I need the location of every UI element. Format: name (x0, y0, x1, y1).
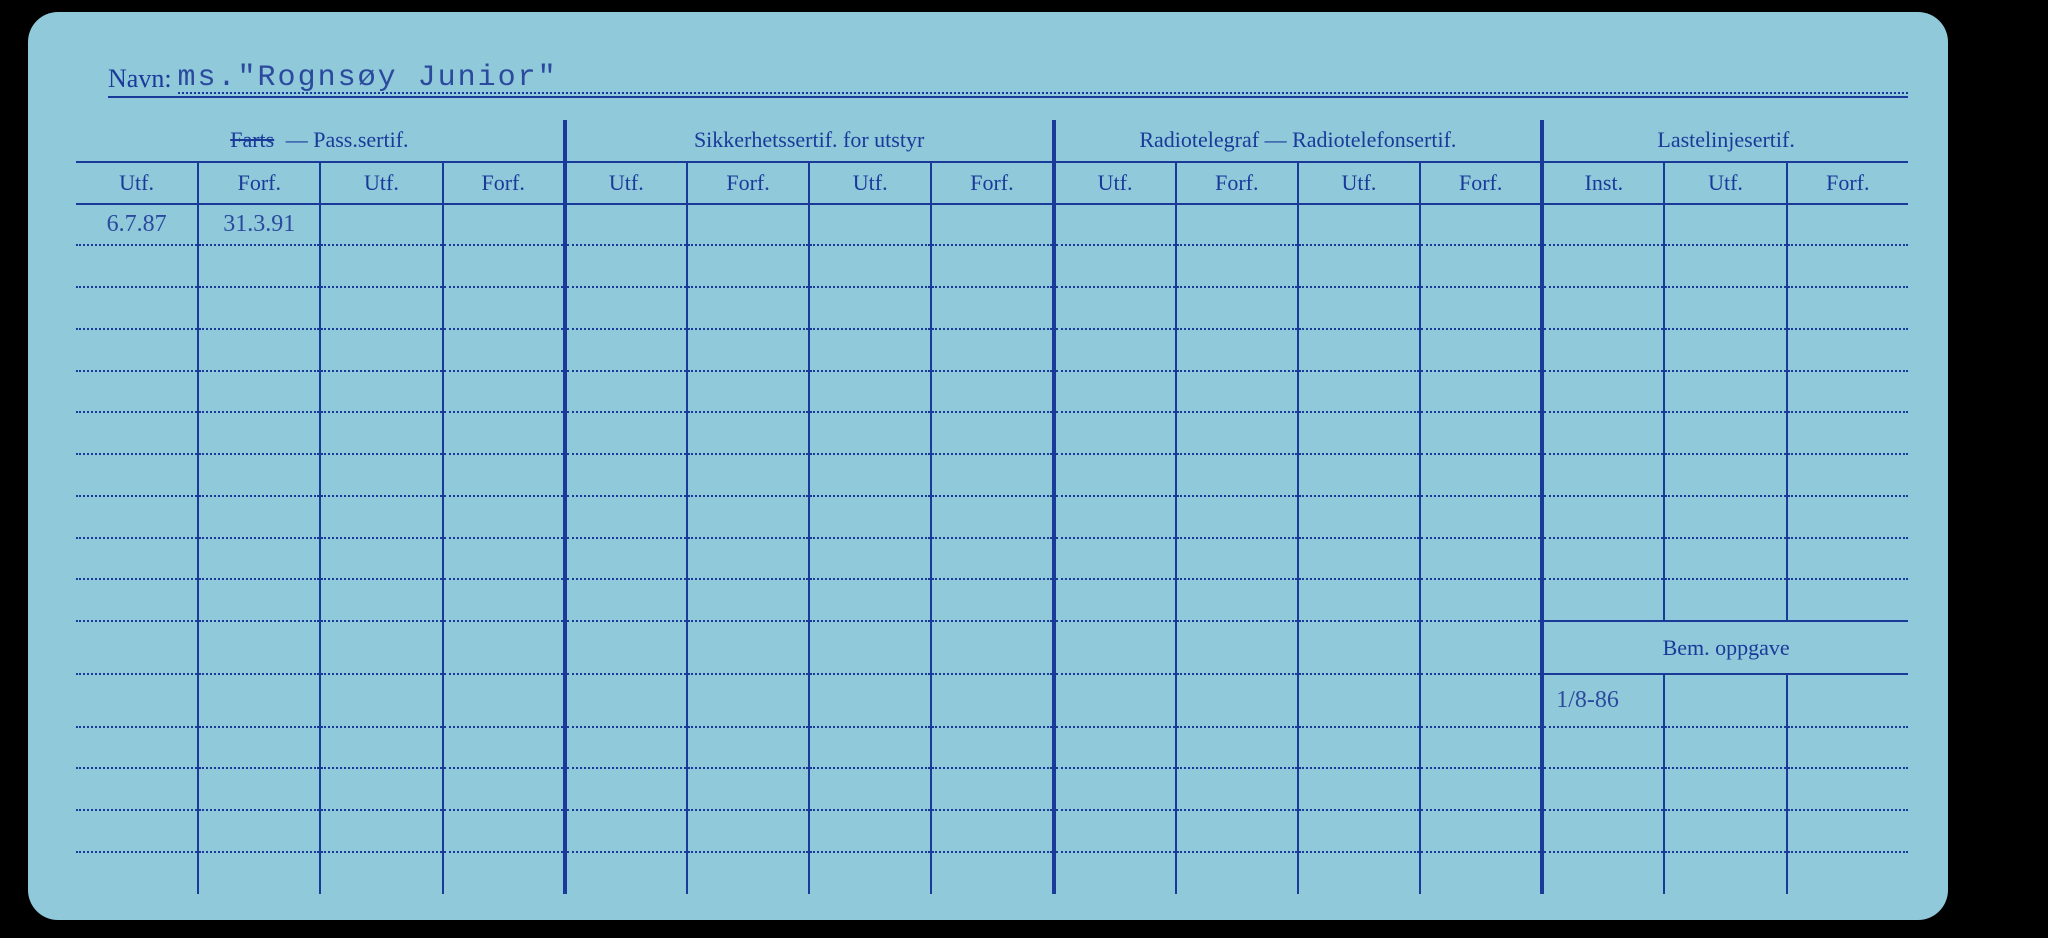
navn-label: Navn: (108, 64, 172, 94)
table-row: Bem. oppgave (76, 621, 1908, 674)
binder-hole (1998, 99, 2044, 145)
col-utf: Utf. (1054, 162, 1176, 204)
cell (809, 204, 931, 246)
table-row (76, 579, 1908, 621)
cell: 31.3.91 (198, 204, 320, 246)
col-utf: Utf. (320, 162, 442, 204)
col-utf: Utf. (1298, 162, 1420, 204)
binder-hole (1998, 515, 2044, 561)
col-utf: Utf. (565, 162, 687, 204)
cell (687, 204, 809, 246)
cell (565, 204, 687, 246)
section-farts: Farts — Pass.sertif. (76, 120, 565, 162)
table-row (76, 496, 1908, 538)
binder-hole (1998, 654, 2044, 700)
section-sikkerhet: Sikkerhetssertif. for utstyr (565, 120, 1054, 162)
section-header-row: Farts — Pass.sertif. Sikkerhetssertif. f… (76, 120, 1908, 162)
binder-hole (1998, 30, 2044, 76)
table-row: 1/8-86 (76, 674, 1908, 727)
col-forf: Forf. (687, 162, 809, 204)
table-row (76, 371, 1908, 413)
binder-hole (1998, 862, 2044, 908)
col-inst: Inst. (1542, 162, 1664, 204)
bem-value: 1/8-86 (1542, 674, 1664, 727)
table-row (76, 329, 1908, 371)
col-forf: Forf. (1787, 162, 1908, 204)
binder-hole (1998, 377, 2044, 423)
table-row (76, 810, 1908, 852)
cell (1542, 204, 1664, 246)
table-row (76, 287, 1908, 329)
cert-table: Farts — Pass.sertif. Sikkerhetssertif. f… (76, 120, 1908, 894)
binder-hole (1998, 793, 2044, 839)
binder-hole (1998, 723, 2044, 769)
cell (1298, 204, 1420, 246)
farts-struck: Farts (230, 127, 274, 152)
section-laste: Lastelinjesertif. (1542, 120, 1908, 162)
navn-value: ms."Rognsøy Junior" (178, 64, 1908, 94)
binder-hole (1998, 238, 2044, 284)
table-row (76, 245, 1908, 287)
cell (443, 204, 565, 246)
binder-hole (1998, 307, 2044, 353)
cell: 6.7.87 (76, 204, 198, 246)
table-row (76, 852, 1908, 894)
cell (1420, 204, 1542, 246)
index-card: Navn: ms."Rognsøy Junior" Farts — Pass.s… (28, 12, 1948, 920)
table-grid: Farts — Pass.sertif. Sikkerhetssertif. f… (76, 120, 1908, 894)
column-header-row: Utf. Forf. Utf. Forf. Utf. Forf. Utf. Fo… (76, 162, 1908, 204)
binder-holes (1988, 0, 2048, 938)
cell (1787, 204, 1908, 246)
farts-rest: — Pass.sertif. (280, 127, 408, 152)
col-utf: Utf. (1664, 162, 1786, 204)
col-forf: Forf. (931, 162, 1053, 204)
table-row (76, 538, 1908, 580)
cell (320, 204, 442, 246)
table-row (76, 412, 1908, 454)
col-forf: Forf. (1176, 162, 1298, 204)
binder-hole (1998, 585, 2044, 631)
cell (1176, 204, 1298, 246)
col-utf: Utf. (809, 162, 931, 204)
col-forf: Forf. (198, 162, 320, 204)
cell (1054, 204, 1176, 246)
cell (931, 204, 1053, 246)
table-row (76, 768, 1908, 810)
col-utf: Utf. (76, 162, 198, 204)
navn-row: Navn: ms."Rognsøy Junior" (108, 54, 1908, 98)
binder-hole (1998, 446, 2044, 492)
binder-hole (1998, 169, 2044, 215)
table-row: 6.7.87 31.3.91 (76, 204, 1908, 246)
bem-oppgave-header: Bem. oppgave (1542, 621, 1908, 674)
table-row (76, 727, 1908, 769)
table-row (76, 454, 1908, 496)
col-forf: Forf. (1420, 162, 1542, 204)
col-forf: Forf. (443, 162, 565, 204)
cell (1664, 204, 1786, 246)
section-radio: Radiotelegraf — Radiotelefonsertif. (1054, 120, 1543, 162)
